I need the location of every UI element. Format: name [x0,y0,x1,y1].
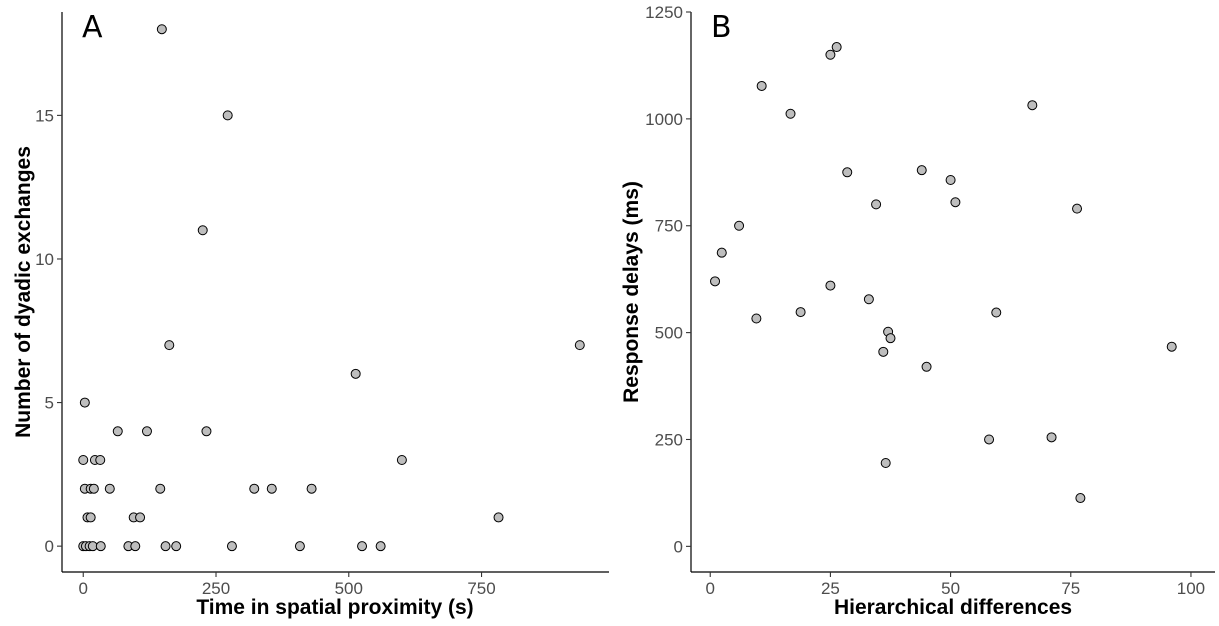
panel-b-data-point [880,457,891,468]
panel-b-y-tick-label: 250 [655,430,683,449]
panel-a-data-point [574,340,585,351]
panel-b-data-point [916,165,927,176]
panel-b-data-point [950,197,961,208]
panel-b-x-tick-label: 75 [1061,579,1080,598]
panel-a-y-tick-label: 15 [35,106,54,125]
panel-b-data-point [945,175,956,185]
panel-b-data-point [734,220,745,231]
panel-b-points [710,42,1177,504]
panel-b-data-point [785,108,796,119]
panel-b-x-tick-label: 100 [1177,579,1205,598]
panel-b-data-point [878,346,889,357]
panel-a-x-tick-label: 0 [79,579,88,598]
panel-a-data-point [266,483,277,494]
panel-b-data-point [921,361,932,372]
panel-a-data-point [79,397,90,408]
panel-a-points [78,24,585,552]
panel-a-data-point [78,455,89,465]
panel-b-data-point [1166,341,1177,352]
panel-b-data-point [1027,100,1038,111]
panel-b-label: B [711,10,732,45]
panel-a-data-point [130,541,141,552]
panel-b-data-point [842,167,853,178]
panel-a-x-axis-title: Time in spatial proximity (s) [196,596,473,619]
panel-a-data-point [294,541,305,552]
panel-a-data-point [357,541,368,552]
panel-a-data-point [164,340,175,351]
panel-a-data-point [85,512,96,523]
panel-a-data-point [375,541,386,552]
panel-a-data-point [88,483,99,494]
panel-a-data-point [226,541,237,552]
panel-b-data-point [710,276,721,287]
panel-a-data-point [350,368,361,379]
panel-a-data-point [160,541,171,552]
panel-a-data-point [156,24,167,35]
panel-a-data-point [95,455,106,465]
panel-a-x-tick-label: 500 [335,579,363,598]
panel-a-data-point [201,426,212,437]
panel-b-x-tick-label: 50 [941,579,960,598]
panel-b-x-tick-label: 25 [821,579,840,598]
panel-b-x-tick-label: 0 [705,579,714,598]
panel-b-data-point [795,307,806,318]
panel-a-data-point [135,512,146,523]
panel-a-y-tick-label: 10 [35,250,54,269]
panel-a-data-point [222,110,233,121]
panel-b-y-tick-label: 500 [655,324,683,343]
panel-b-y-tick-label: 0 [674,537,683,556]
panel-b-x-axis-title: Hierarchical differences [834,596,1072,619]
panel-b-data-point [716,247,727,258]
panel-a-data-point [112,426,123,437]
panel-a-data-point [95,541,106,552]
panel-b-data-point [1072,203,1083,214]
panel-a-y-tick-label: 5 [45,394,54,413]
panel-b-y-tick-label: 750 [655,217,683,236]
panel-a-data-point [396,455,407,465]
panel-b-y-tick-label: 1250 [645,3,683,22]
panel-a-y-axis-title: Number of dyadic exchanges [12,146,35,438]
panel-a-y-tick-label: 0 [45,537,54,556]
panel-b-data-point [756,80,767,91]
panel-b-data-point [1046,432,1057,443]
panel-a-x-tick-label: 750 [467,579,495,598]
panel-b-data-point [831,42,842,53]
panel-a-data-point [493,512,504,523]
panel-b-y-tick-label: 1000 [645,110,683,129]
panel-a-data-point [306,483,317,494]
panel-b-data-point [751,313,762,324]
panel-a-data-point [155,483,166,494]
panel-a-x-tick-label: 250 [202,579,230,598]
panel-b-data-point [984,434,995,445]
panel-a-label: A [82,10,103,45]
panel-b-data-point [863,294,874,305]
panel-a-data-point [249,483,260,494]
panel-b-data-point [885,333,896,344]
panel-a-data-point [197,225,208,236]
panel-b-y-axis-title: Response delays (ms) [620,181,643,403]
panel-b-data-point [825,49,836,60]
panel-a-data-point [171,541,182,552]
panel-b-data-point [991,307,1002,318]
panel-b-data-point [871,199,882,210]
panel-a: A 0 250 500 750 0 5 10 15 Time in spatial proxi… [12,10,609,619]
panel-a-ticks: 0 250 500 750 0 5 10 15 [35,106,496,598]
panel-a-data-point [104,483,115,494]
panel-b-data-point [1075,493,1086,504]
panel-a-data-point [141,426,152,437]
panel-b-data-point [825,280,836,291]
